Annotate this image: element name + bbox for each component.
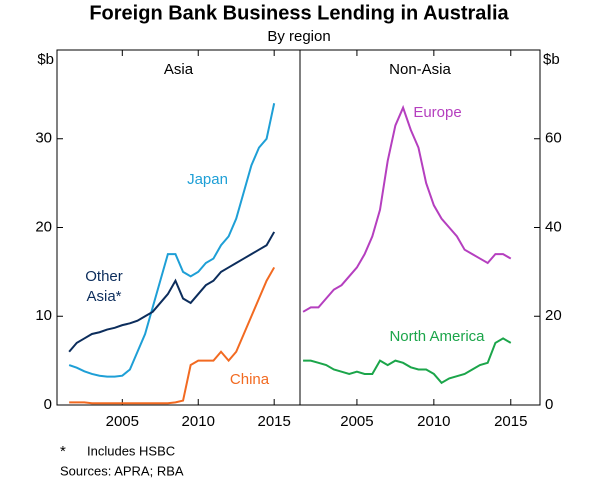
y-tick-label: 60 xyxy=(545,130,562,147)
y-tick-label: 20 xyxy=(35,218,52,235)
series-label: Other Asia* xyxy=(85,268,123,305)
series-label-box: North America xyxy=(389,328,485,345)
x-tick-label: 2010 xyxy=(182,413,215,430)
y-tick-label: 40 xyxy=(545,218,562,235)
x-tick-label: 2005 xyxy=(340,413,373,430)
series-line xyxy=(302,104,512,313)
panel-title: Non-Asia xyxy=(389,61,451,78)
y-tick-label: 0 xyxy=(44,396,52,413)
series-label: Europe xyxy=(413,104,462,121)
footnote: Includes HSBC xyxy=(87,443,175,458)
y-tick-label: 30 xyxy=(35,130,52,147)
chart-subtitle: By region xyxy=(267,28,330,45)
series-line xyxy=(303,337,512,385)
y-axis-label: $b xyxy=(37,51,54,68)
x-tick-label: 2015 xyxy=(257,413,290,430)
sources: Sources: APRA; RBA xyxy=(60,463,184,478)
series-label-box: Japan xyxy=(187,171,228,188)
series-label: North America xyxy=(389,328,485,345)
x-tick-label: 2005 xyxy=(106,413,139,430)
x-tick-label: 2015 xyxy=(494,413,527,430)
series-line xyxy=(68,103,276,378)
series-line xyxy=(69,266,276,405)
y-tick-label: 0 xyxy=(545,396,553,413)
series-label: China xyxy=(229,371,270,388)
footnote-marker: * xyxy=(60,443,66,460)
y-tick-label: 10 xyxy=(35,307,52,324)
x-tick-label: 2010 xyxy=(417,413,450,430)
chart-title: Foreign Bank Business Lending in Austral… xyxy=(89,2,509,24)
series-line xyxy=(68,231,276,353)
y-axis-label: $b xyxy=(543,51,560,68)
y-tick-label: 20 xyxy=(545,307,562,324)
series-label-box: China xyxy=(229,371,270,388)
series-label: Japan xyxy=(187,171,228,188)
series-label-box: Other Asia* xyxy=(85,268,123,305)
panel-title: Asia xyxy=(164,61,194,78)
series-label-box: Europe xyxy=(413,104,462,121)
